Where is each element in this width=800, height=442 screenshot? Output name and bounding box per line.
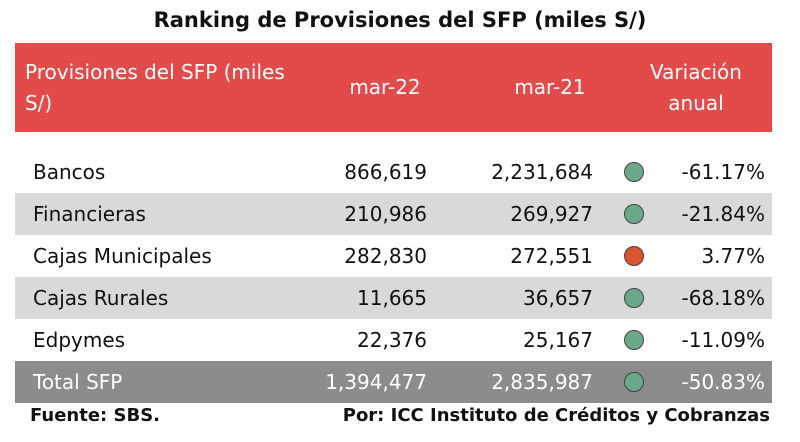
row-variation: -61.17% xyxy=(681,160,765,184)
table-row: Bancos 866,619 2,231,684 -61.17% xyxy=(15,151,772,193)
total-variation: -50.83% xyxy=(681,370,765,394)
header-mar-21: mar-21 xyxy=(514,75,586,99)
header-label: Provisiones del SFP (miles S/) xyxy=(25,59,285,115)
status-indicator-icon xyxy=(624,372,644,392)
row-variation: -21.84% xyxy=(681,202,765,226)
source-note: Fuente: SBS. xyxy=(30,405,160,426)
row-label: Cajas Rurales xyxy=(33,286,169,310)
row-label: Cajas Municipales xyxy=(33,244,212,268)
row-mar-22: 22,376 xyxy=(357,328,427,352)
total-row: Total SFP 1,394,477 2,835,987 -50.83% xyxy=(15,361,772,403)
row-mar-22: 866,619 xyxy=(344,160,427,184)
table-row: Cajas Rurales 11,665 36,657 -68.18% xyxy=(15,277,772,319)
header-mar-22: mar-22 xyxy=(349,75,421,99)
status-indicator-icon xyxy=(624,330,644,350)
status-indicator-icon xyxy=(624,288,644,308)
row-mar-21: 272,551 xyxy=(510,244,593,268)
row-label: Bancos xyxy=(33,160,106,184)
table-row: Cajas Municipales 282,830 272,551 3.77% xyxy=(15,235,772,277)
header-variation-line2: anual xyxy=(668,90,724,115)
row-label: Edpymes xyxy=(33,328,126,352)
row-mar-21: 269,927 xyxy=(510,202,593,226)
row-mar-22: 11,665 xyxy=(357,286,427,310)
row-mar-21: 25,167 xyxy=(523,328,593,352)
row-variation: 3.77% xyxy=(701,244,765,268)
row-mar-21: 2,231,684 xyxy=(491,160,593,184)
row-variation: -11.09% xyxy=(681,328,765,352)
header-variation: Variación anual xyxy=(620,43,772,132)
row-mar-22: 210,986 xyxy=(344,202,427,226)
provisions-table: Provisiones del SFP (miles S/) mar-22 ma… xyxy=(15,43,772,403)
header-variation-line1: Variación xyxy=(650,59,742,84)
table-title: Ranking de Provisiones del SFP (miles S/… xyxy=(153,8,647,32)
row-variation: -68.18% xyxy=(681,286,765,310)
status-indicator-icon xyxy=(624,204,644,224)
table-body: Bancos 866,619 2,231,684 -61.17% Financi… xyxy=(15,151,772,403)
row-label: Financieras xyxy=(33,202,146,226)
status-indicator-icon xyxy=(624,162,644,182)
table-row: Edpymes 22,376 25,167 -11.09% xyxy=(15,319,772,361)
total-mar-21: 2,835,987 xyxy=(491,370,593,394)
status-indicator-icon xyxy=(624,246,644,266)
total-mar-22: 1,394,477 xyxy=(325,370,427,394)
row-mar-21: 36,657 xyxy=(523,286,593,310)
author-note: Por: ICC Instituto de Créditos y Cobranz… xyxy=(342,405,770,426)
table-header: Provisiones del SFP (miles S/) mar-22 ma… xyxy=(15,43,772,132)
table-row: Financieras 210,986 269,927 -21.84% xyxy=(15,193,772,235)
total-label: Total SFP xyxy=(33,370,123,394)
row-mar-22: 282,830 xyxy=(344,244,427,268)
